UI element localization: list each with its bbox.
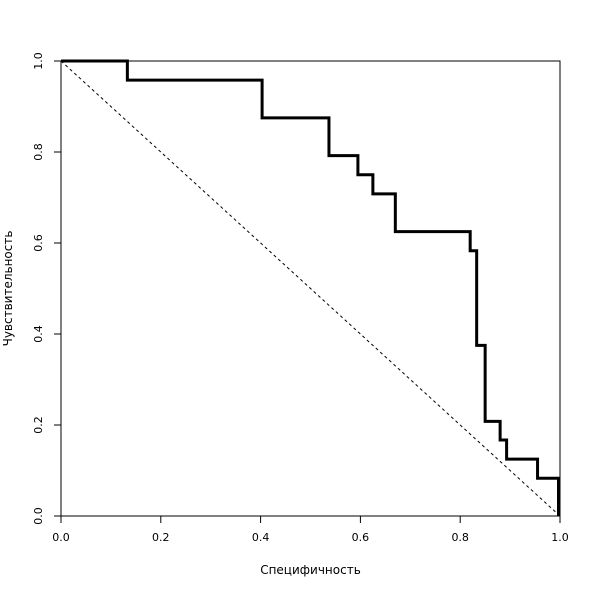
x-axis-tick-label: 0.8 — [451, 531, 469, 544]
y-axis-tick-label: 0.0 — [32, 507, 45, 525]
x-axis-tick-label: 1.0 — [551, 531, 569, 544]
y-axis-tick-label: 1.0 — [32, 52, 45, 70]
y-axis-tick-label: 0.8 — [32, 143, 45, 161]
y-axis-tick-label: 0.4 — [32, 325, 45, 343]
x-axis-tick-label: 0.6 — [352, 531, 370, 544]
y-axis: 0.0 0.2 0.4 0.6 0.8 1.0 — [32, 52, 61, 525]
y-axis-tick-label: 0.6 — [32, 234, 45, 252]
x-axis-tick-label: 0.4 — [252, 531, 270, 544]
y-axis-tick-label: 0.2 — [32, 416, 45, 434]
x-axis-tick-label: 0.2 — [152, 531, 170, 544]
x-axis-label: Специфичность — [260, 563, 361, 577]
chance-diagonal-line — [60, 60, 561, 517]
plot-frame — [60, 60, 561, 517]
x-axis-tick-label: 0.0 — [52, 531, 70, 544]
roc-step-line — [61, 59, 561, 516]
y-axis-label: Чувствительность — [1, 231, 15, 347]
x-axis: 0.0 0.2 0.4 0.6 0.8 1.0 — [52, 516, 569, 544]
